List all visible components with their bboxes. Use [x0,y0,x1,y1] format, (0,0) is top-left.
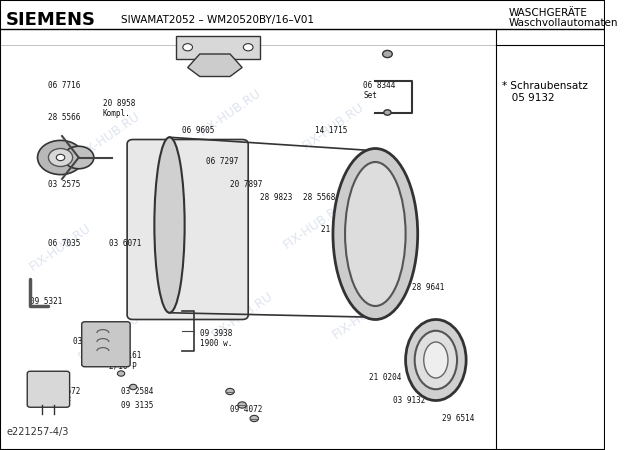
Text: 06 7035: 06 7035 [48,238,81,248]
Text: FIX-HUB.RU: FIX-HUB.RU [76,109,142,161]
Circle shape [183,44,193,51]
Text: e221257-4/3: e221257-4/3 [6,427,69,436]
Circle shape [250,415,258,422]
Text: 03 2584: 03 2584 [73,338,105,346]
Text: FIX-HUB.RU: FIX-HUB.RU [160,199,227,251]
Circle shape [244,44,253,51]
Text: SIWAMAT2052 – WM20520BY/16–V01: SIWAMAT2052 – WM20520BY/16–V01 [121,15,314,25]
Circle shape [226,388,234,395]
Text: 08 8672
14 μF: 08 8672 14 μF [48,387,81,406]
Text: FIX-HUB.RU: FIX-HUB.RU [330,289,396,341]
Text: WASCHGERÄTE: WASCHGERÄTE [509,9,588,18]
Text: 14 1161
2/16 P: 14 1161 2/16 P [109,351,141,370]
Circle shape [383,50,392,58]
Circle shape [130,384,137,390]
Text: 09 5321: 09 5321 [31,297,62,306]
Circle shape [118,371,125,376]
Text: 06 7716: 06 7716 [48,81,81,90]
FancyBboxPatch shape [27,371,69,407]
Text: SIEMENS: SIEMENS [6,11,96,29]
Ellipse shape [333,148,418,320]
Text: 03 6071: 03 6071 [109,238,141,248]
Text: FIX-HUB.RU: FIX-HUB.RU [300,100,366,152]
Text: FIX-HUB.RU: FIX-HUB.RU [282,199,348,251]
Text: 06 9605: 06 9605 [182,126,214,135]
Text: FIX-HUB.RU: FIX-HUB.RU [209,289,275,341]
Text: 28 9641: 28 9641 [411,284,444,292]
Text: 09 3135: 09 3135 [121,400,153,410]
Text: 03 2575: 03 2575 [48,180,81,189]
Ellipse shape [406,320,466,400]
Circle shape [384,110,391,115]
Circle shape [38,140,83,175]
Circle shape [57,154,65,161]
Polygon shape [188,54,242,76]
Text: 03 2584: 03 2584 [121,387,153,396]
Polygon shape [176,36,260,58]
Text: 21 0204: 21 0204 [370,374,402,382]
Circle shape [238,402,246,408]
Text: 09 4072: 09 4072 [230,405,263,414]
Text: 20 8958
Kompl.: 20 8958 Kompl. [103,99,135,118]
Ellipse shape [155,137,184,313]
Text: 28 9822: 28 9822 [200,58,232,68]
Text: 20 7897: 20 7897 [230,180,263,189]
Ellipse shape [415,331,457,389]
Text: FIX-HUB.RU: FIX-HUB.RU [27,221,94,274]
Text: 28 9823: 28 9823 [260,194,293,202]
FancyBboxPatch shape [81,322,130,367]
Text: * Schraubensatz
   05 9132: * Schraubensatz 05 9132 [502,81,588,103]
Text: 06 7297: 06 7297 [206,158,238,166]
Text: FIX-HUB.RU: FIX-HUB.RU [76,311,142,364]
Circle shape [64,146,94,169]
Text: 09 3938
1900 w.: 09 3938 1900 w. [200,328,232,348]
Ellipse shape [424,342,448,378]
Text: 06 9632: 06 9632 [339,256,371,266]
Text: 28 5568 *: 28 5568 * [303,194,344,202]
Text: 28 5566: 28 5566 [48,112,81,122]
Text: FIX-HUB.RU: FIX-HUB.RU [197,86,263,139]
Text: 21 0190: 21 0190 [321,225,353,234]
Text: Waschvollautomaten: Waschvollautomaten [509,18,618,27]
Text: 14 1715: 14 1715 [315,126,347,135]
FancyBboxPatch shape [127,140,248,320]
Text: 06 8344
Set: 06 8344 Set [363,81,396,100]
Ellipse shape [345,162,406,306]
Text: 29 6514: 29 6514 [442,414,474,423]
Text: 03 9132: 03 9132 [394,396,426,405]
Circle shape [48,148,73,166]
